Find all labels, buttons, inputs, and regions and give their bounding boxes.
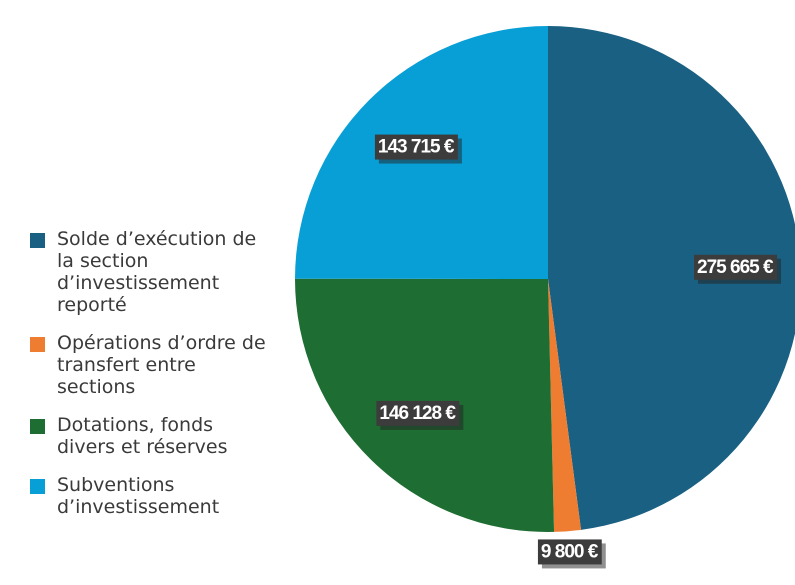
legend-item: Dotations, fonds divers et réserves	[30, 414, 280, 458]
legend-label: Dotations, fonds divers et réserves	[57, 414, 228, 458]
value-label-text: 275 665 €	[697, 257, 774, 278]
label-box	[376, 400, 460, 426]
value-label-text: 146 128 €	[379, 403, 456, 424]
label-box	[374, 134, 458, 160]
legend-item: Subventions d’investissement	[30, 474, 280, 518]
legend-item: Solde d’exécution de la section d’invest…	[30, 228, 280, 316]
legend-label: Solde d’exécution de la section d’invest…	[57, 228, 257, 316]
label-box	[537, 539, 602, 565]
legend-label: Subventions d’investissement	[57, 474, 220, 518]
legend-item: Opérations d’ordre de transfert entre se…	[30, 332, 280, 398]
value-label-text: 143 715 €	[378, 137, 455, 158]
value-label-text: 9 800 €	[541, 541, 599, 562]
label-box	[694, 254, 778, 280]
legend-swatch	[30, 479, 45, 494]
legend: Solde d’exécution de la section d’invest…	[30, 228, 280, 534]
pie-slice	[548, 26, 795, 530]
pie-slice	[548, 279, 582, 532]
legend-swatch	[30, 233, 45, 248]
value-label: 146 128 €	[376, 400, 464, 430]
legend-swatch	[30, 419, 45, 434]
legend-swatch	[30, 337, 45, 352]
legend-label: Opérations d’ordre de transfert entre se…	[57, 332, 266, 398]
value-label: 143 715 €	[374, 134, 462, 164]
value-label: 275 665 €	[694, 254, 782, 284]
value-label: 9 800 €	[537, 539, 606, 569]
